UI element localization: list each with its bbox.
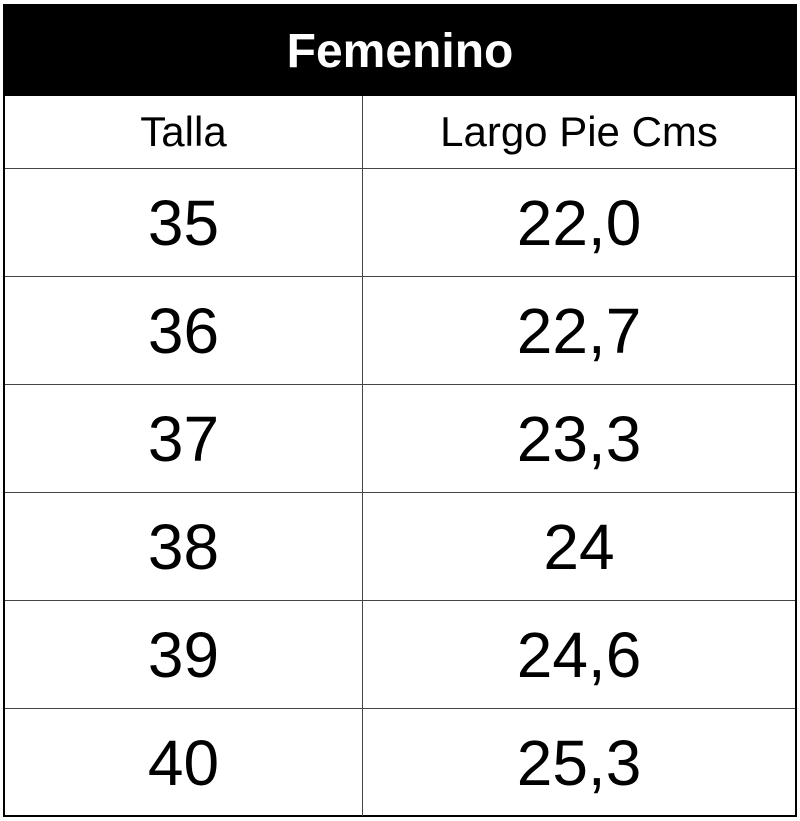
- data-cell: 40: [5, 708, 363, 816]
- data-cell: 39: [5, 600, 363, 709]
- data-cell: 37: [5, 384, 363, 493]
- header-cell: Talla: [5, 96, 363, 169]
- data-cell: 36: [5, 276, 363, 385]
- data-cell: 24,6: [362, 600, 795, 709]
- data-row: 38 24: [5, 492, 795, 601]
- size-table: Femenino Talla Largo Pie Cms 35 22,0 36 22,7 3…: [3, 4, 797, 817]
- data-cell: 24: [362, 492, 795, 601]
- data-cell: 23,3: [362, 384, 795, 493]
- data-cell: 25,3: [362, 708, 795, 816]
- data-cell: 22,7: [362, 276, 795, 385]
- data-cell: 22,0: [362, 168, 795, 277]
- table-title: Femenino: [5, 6, 795, 96]
- data-row: 37 23,3: [5, 384, 795, 493]
- data-row: 35 22,0: [5, 168, 795, 277]
- data-cell: 38: [5, 492, 363, 601]
- table-grid: Talla Largo Pie Cms 35 22,0 36 22,7 37 23,3 38 24…: [5, 96, 795, 816]
- table-body: Talla Largo Pie Cms 35 22,0 36 22,7 37 23,3 38 24…: [5, 96, 795, 816]
- header-cell: Largo Pie Cms: [362, 96, 795, 169]
- data-row: 36 22,7: [5, 276, 795, 385]
- data-row: 40 25,3: [5, 708, 795, 816]
- data-cell: 35: [5, 168, 363, 277]
- header-row: Talla Largo Pie Cms: [5, 96, 795, 169]
- data-row: 39 24,6: [5, 600, 795, 709]
